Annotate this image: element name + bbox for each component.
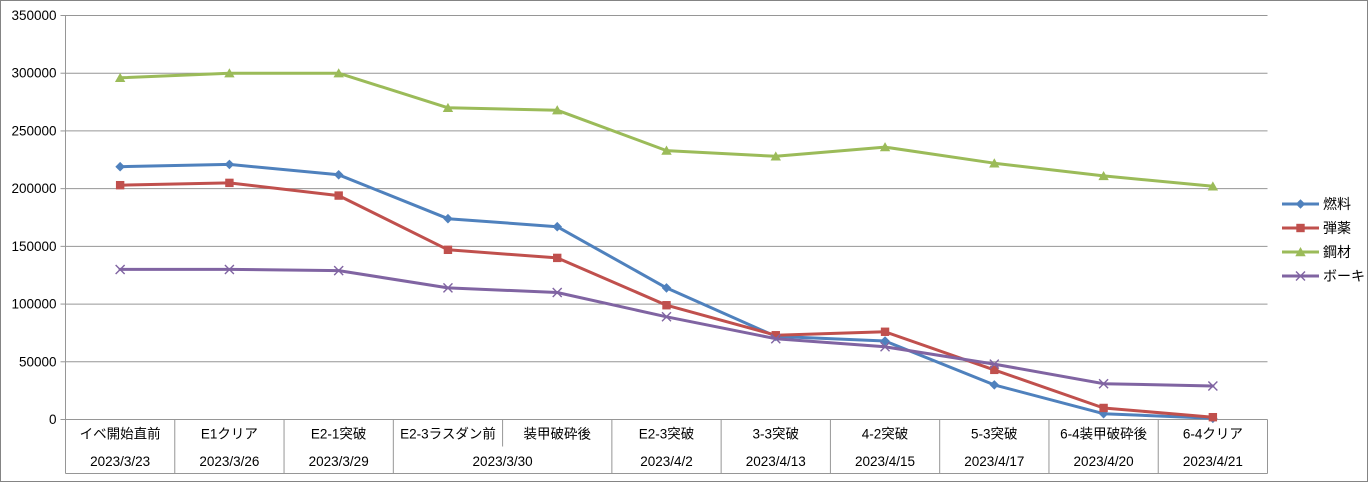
y-axis-label: 300000 [11,66,56,81]
x-axis-category-label: イベ開始直前 [80,426,161,442]
legend-label-ammo: 弾薬 [1323,220,1351,236]
marker-bauxite [442,282,453,293]
marker-steel [879,142,891,152]
legend-label-steel: 鋼材 [1323,244,1351,260]
x-axis-date-label: 2023/3/29 [309,454,369,469]
marker-ammo [225,178,234,188]
marker-legend-ammo [1296,223,1305,233]
marker-ammo [553,253,562,263]
y-axis-label: 100000 [11,297,56,312]
marker-ammo [990,365,999,375]
marker-bauxite [880,341,891,352]
legend-item-bauxite: ボーキ [1282,268,1365,284]
marker-steel [224,68,235,78]
legend-label-bauxite: ボーキ [1323,268,1365,284]
x-axis-category-label: 4-2突破 [862,427,909,442]
marker-fuel [224,159,235,170]
marker-steel [333,68,344,78]
marker-steel [1098,170,1109,181]
x-axis-category-label: E1クリア [201,427,258,442]
marker-bauxite [333,265,344,276]
marker-ammo [662,301,671,310]
marker-bauxite [224,264,235,275]
x-axis-category-label: 3-3突破 [753,427,800,442]
x-axis-date-label: 2023/4/21 [1183,454,1243,469]
x-axis-category-label: E2-3ラスダン前 [400,426,496,442]
legend-item-steel: 鋼材 [1282,244,1351,260]
marker-fuel [661,283,672,293]
x-axis-date-label: 2023/4/17 [964,454,1024,469]
marker-ammo [880,327,890,336]
marker-ammo [1099,403,1108,413]
x-axis-category-label: E2-1突破 [311,427,367,442]
x-axis-date-label: 2023/3/30 [473,454,533,469]
x-axis-category-label: 6-4クリア [1183,427,1243,442]
marker-steel [661,145,672,155]
legend-item-ammo: 弾薬 [1282,220,1351,236]
x-axis-date-label: 2023/3/26 [199,454,259,469]
x-axis-category-label: 装甲破砕後 [523,427,591,442]
x-axis-category-label: 6-4装甲破砕後 [1060,427,1148,442]
marker-bauxite [989,359,1000,370]
marker-fuel [989,380,1000,390]
marker-bauxite [770,333,781,344]
series-line-ammo [118,181,1215,419]
y-axis-label: 50000 [19,354,57,369]
marker-legend-steel [1295,247,1306,257]
marker-bauxite [115,264,126,275]
marker-ammo [1208,412,1218,422]
x-axis-category-label: 5-3突破 [971,427,1018,442]
marker-fuel [115,161,125,172]
y-axis-label: 150000 [11,239,56,254]
legend-item-fuel: 燃料 [1282,196,1351,212]
marker-fuel [552,221,563,232]
y-axis-label: 350000 [11,8,56,23]
marker-steel [1207,181,1219,191]
marker-ammo [115,180,125,190]
marker-steel [989,158,1000,168]
marker-bauxite [552,287,563,298]
x-axis-date-label: 2023/4/15 [855,454,915,469]
y-axis-label: 250000 [11,123,56,138]
x-axis-category-label: E2-3突破 [639,427,695,442]
marker-ammo [443,245,453,255]
marker-bauxite [1207,381,1218,392]
legend-label-fuel: 燃料 [1323,196,1351,212]
marker-legend-fuel [1295,199,1306,209]
x-axis-date-label: 2023/3/23 [90,454,150,469]
marker-steel [114,72,126,83]
y-axis-label: 0 [49,412,57,427]
x-axis-date-label: 2023/4/2 [640,454,693,469]
marker-ammo [334,191,343,200]
marker-fuel [333,169,344,180]
marker-bauxite [1098,378,1109,389]
marker-ammo [771,331,780,340]
marker-legend-bauxite [1295,271,1306,281]
marker-steel [552,105,563,115]
marker-steel [770,151,781,161]
y-axis-label: 200000 [11,181,56,196]
x-axis-date-label: 2023/4/13 [746,454,806,469]
marker-bauxite [661,311,672,322]
marker-fuel [443,213,453,224]
x-axis-date-label: 2023/4/20 [1074,454,1134,469]
marker-steel [442,102,454,113]
